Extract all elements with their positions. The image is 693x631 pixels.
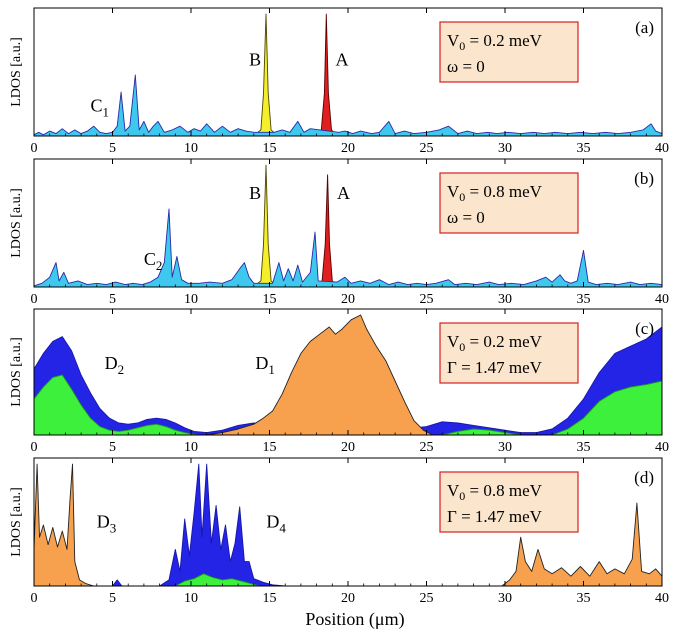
panel-label: (d) (634, 468, 654, 487)
series-area (112, 463, 286, 587)
x-tick-label: 5 (109, 141, 116, 156)
x-tick-label: 5 (109, 440, 116, 455)
x-tick-label: 20 (341, 292, 355, 307)
series-area (33, 74, 663, 137)
parameter-box (439, 322, 579, 384)
parameter-voltage: V0 = 0.2 meV (447, 31, 543, 53)
x-tick-label: 20 (341, 141, 355, 156)
peak-label: D3 (97, 511, 117, 535)
x-tick-label: 5 (109, 292, 116, 307)
x-tick-label: 35 (577, 440, 591, 455)
parameter-box (439, 471, 579, 533)
y-axis-label: LDOS [a.u.] (9, 337, 24, 407)
x-tick-label: 15 (263, 292, 277, 307)
peak-label: A (335, 49, 348, 69)
x-tick-label: 40 (655, 292, 669, 307)
x-tick-label: 30 (498, 591, 512, 606)
parameter-voltage: V0 = 0.2 meV (447, 332, 543, 354)
peak-label: D1 (255, 353, 275, 377)
peak-label: B (249, 49, 261, 69)
parameter-energy: Γ = 1.47 meV (447, 507, 543, 526)
y-axis-label: LDOS [a.u.] (9, 37, 24, 107)
x-tick-label: 5 (109, 591, 116, 606)
parameter-box (439, 172, 579, 234)
series-area (316, 174, 338, 288)
x-tick-label: 0 (31, 591, 38, 606)
panel-label: (a) (635, 18, 654, 37)
x-tick-label: 25 (420, 141, 434, 156)
x-tick-label: 35 (577, 591, 591, 606)
series-area (33, 374, 663, 436)
y-axis-label: LDOS [a.u.] (9, 487, 24, 557)
x-tick-label: 35 (577, 292, 591, 307)
parameter-box (439, 21, 579, 83)
x-tick-label: 10 (184, 141, 198, 156)
chart-panel: 0 5 10 15 20 25 30 35 40 LDOS [a.u.] (c) V0 = 0.2 m… (9, 308, 669, 455)
parameter-voltage: V0 = 0.8 meV (447, 182, 543, 204)
x-tick-label: 25 (420, 292, 434, 307)
peak-label: C1 (91, 96, 110, 120)
x-tick-label: 10 (184, 591, 198, 606)
x-tick-label: 20 (341, 591, 355, 606)
x-tick-label: 15 (263, 591, 277, 606)
peak-label: D4 (266, 511, 286, 535)
chart-panels: 0 5 10 15 20 25 30 35 40 LDOS [a.u.] (a) V0 = 0.2 m… (9, 7, 669, 606)
x-tick-label: 0 (31, 292, 38, 307)
x-axis-label: Position (μm) (305, 609, 404, 630)
parameter-energy: ω = 0 (447, 57, 485, 76)
x-tick-label: 30 (498, 440, 512, 455)
x-tick-label: 15 (263, 440, 277, 455)
x-tick-label: 30 (498, 141, 512, 156)
series-area (314, 13, 338, 137)
x-tick-label: 35 (577, 141, 591, 156)
peak-label: A (337, 183, 350, 203)
x-tick-label: 40 (655, 591, 669, 606)
x-tick-label: 0 (31, 440, 38, 455)
series-area (206, 314, 434, 436)
x-tick-label: 10 (184, 292, 198, 307)
x-tick-label: 0 (31, 141, 38, 156)
x-tick-label: 15 (263, 141, 277, 156)
series-area (253, 13, 278, 137)
peak-label: B (249, 183, 261, 203)
parameter-energy: ω = 0 (447, 208, 485, 227)
x-tick-label: 10 (184, 440, 198, 455)
peak-label: C2 (144, 249, 163, 273)
peak-label: D2 (105, 353, 125, 377)
chart-panel: 0 5 10 15 20 25 30 35 40 LDOS [a.u.] (b) V0 = 0.8 m… (9, 158, 669, 307)
chart-panel: 0 5 10 15 20 25 30 35 40 LDOS [a.u.] (a) V0 = 0.2 m… (9, 7, 669, 156)
x-tick-label: 25 (420, 440, 434, 455)
x-tick-label: 30 (498, 292, 512, 307)
y-axis-label: LDOS [a.u.] (9, 188, 24, 258)
panel-label: (c) (635, 319, 654, 338)
x-tick-label: 40 (655, 141, 669, 156)
series-area (33, 208, 663, 288)
panel-label: (b) (634, 169, 654, 188)
x-tick-label: 20 (341, 440, 355, 455)
series-area (33, 463, 663, 587)
parameter-energy: Γ = 1.47 meV (447, 358, 543, 377)
x-tick-label: 40 (655, 440, 669, 455)
parameter-voltage: V0 = 0.8 meV (447, 481, 543, 503)
chart-panel: 0 5 10 15 20 25 30 35 40 LDOS [a.u.] (d) V0 = 0.8 m… (9, 457, 669, 606)
x-tick-label: 25 (420, 591, 434, 606)
